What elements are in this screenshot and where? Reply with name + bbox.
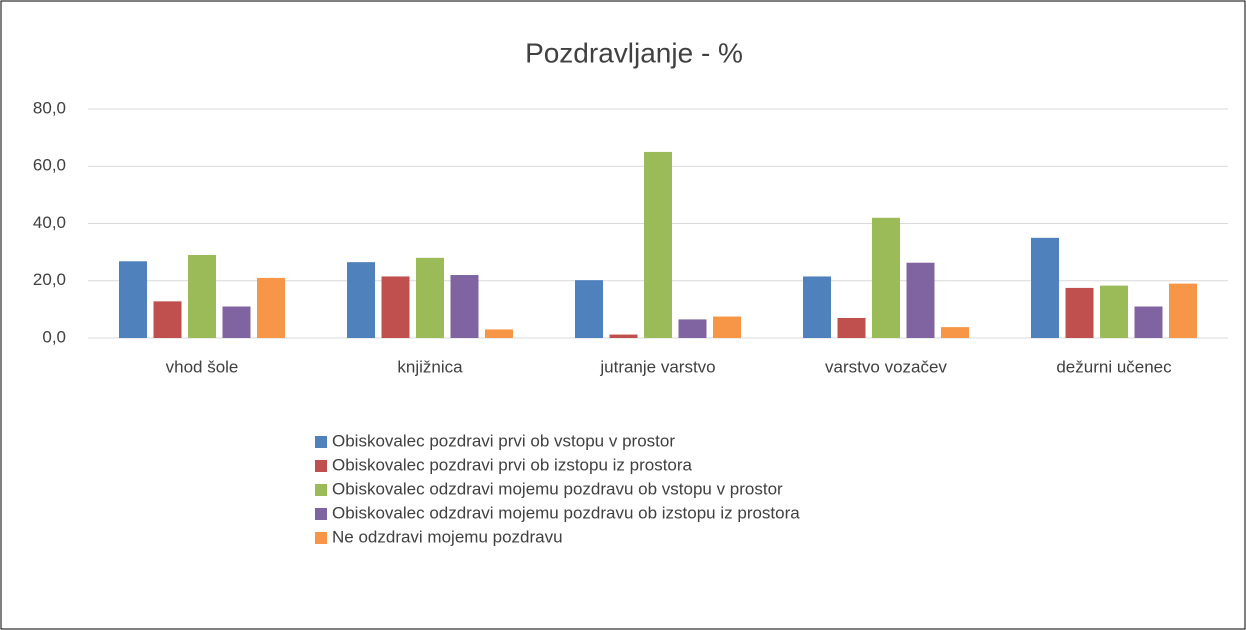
y-tick-label: 20,0: [33, 270, 66, 289]
legend-swatch: [315, 508, 327, 520]
x-tick-label: varstvo vozačev: [825, 357, 947, 376]
bar: [1065, 287, 1094, 338]
bar: [837, 317, 866, 338]
bar: [644, 151, 672, 338]
bar: [450, 275, 479, 338]
legend-label: Ne odzdravi mojemu pozdravu: [332, 527, 563, 546]
y-tick-label: 80,0: [33, 98, 66, 117]
bar: [678, 319, 707, 338]
legend-label: Obiskovalec pozdravi prvi ob vstopu v pr…: [332, 431, 675, 450]
legend-label: Obiskovalec odzdravi mojemu pozdravu ob …: [332, 503, 800, 522]
bar: [609, 334, 638, 338]
bar: [485, 329, 513, 338]
bar: [257, 277, 285, 338]
legend-swatch: [315, 532, 327, 544]
bar: [941, 327, 969, 338]
y-tick-label: 60,0: [33, 156, 66, 175]
bar: [381, 276, 410, 338]
bar: [119, 261, 147, 338]
x-tick-label: jutranje varstvo: [599, 357, 715, 376]
y-tick-label: 0,0: [42, 327, 66, 346]
chart-title: Pozdravljanje - %: [525, 37, 743, 68]
x-tick-label: knjižnica: [397, 357, 463, 376]
legend-label: Obiskovalec pozdravi prvi ob izstopu iz …: [332, 455, 693, 474]
x-tick-label: vhod šole: [166, 357, 239, 376]
bar: [1031, 237, 1059, 338]
bar: [153, 301, 182, 338]
legend-swatch: [315, 460, 327, 472]
bar: [1100, 285, 1128, 338]
bar: [906, 262, 935, 338]
y-tick-label: 40,0: [33, 213, 66, 232]
bar: [575, 280, 603, 338]
bar: [416, 257, 444, 338]
bar: [188, 254, 216, 338]
legend-swatch: [315, 436, 327, 448]
legend-label: Obiskovalec odzdravi mojemu pozdravu ob …: [332, 479, 783, 498]
bar: [803, 276, 831, 338]
bar: [222, 306, 251, 338]
bar: [872, 217, 900, 338]
bar: [347, 262, 375, 338]
bar: [1134, 306, 1163, 338]
bar: [1169, 283, 1197, 338]
x-tick-label: dežurni učenec: [1056, 357, 1172, 376]
bar: [713, 316, 741, 338]
legend-swatch: [315, 484, 327, 496]
